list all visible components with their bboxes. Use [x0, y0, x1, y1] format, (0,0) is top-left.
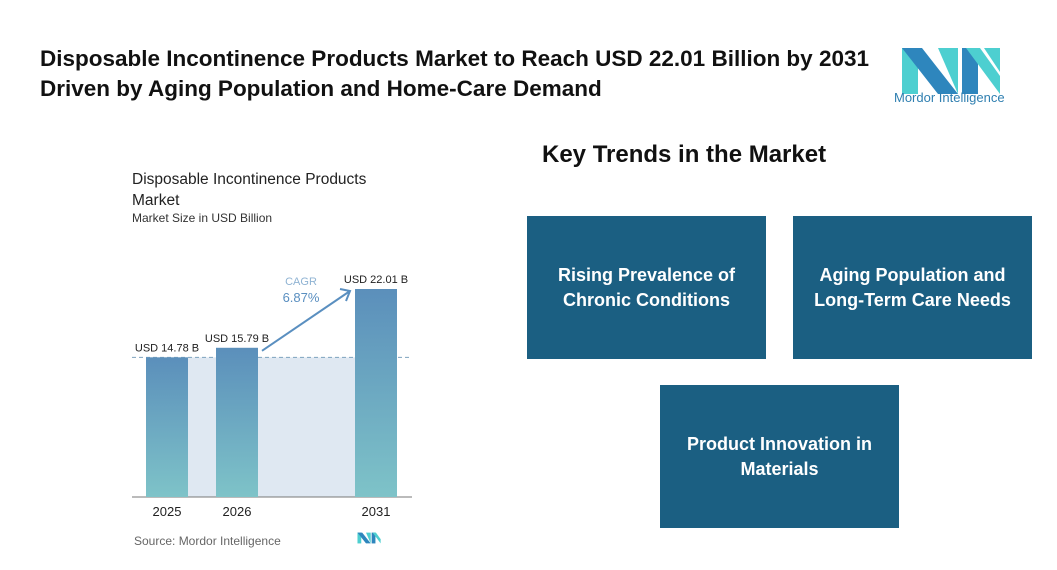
- bar-2031: [355, 289, 397, 497]
- logo-text: Mordor Intelligence: [894, 90, 1005, 105]
- cagr-label: CAGR: [285, 276, 317, 288]
- x-tick-label-2026: 2026: [223, 504, 252, 519]
- cagr-arrowhead: [339, 288, 352, 302]
- page-title: Disposable Incontinence Products Market …: [40, 46, 869, 101]
- x-tick-label-2025: 2025: [153, 504, 182, 519]
- cagr-value: 6.87%: [283, 290, 320, 305]
- data-label-2025: USD 14.78 B: [135, 342, 199, 354]
- chart-subtitle: Market Size in USD Billion: [132, 211, 273, 225]
- bar-2025: [146, 357, 188, 497]
- mordor-logo-icon: [902, 48, 1000, 94]
- data-label-2026: USD 15.79 B: [205, 333, 269, 345]
- trends-heading: Key Trends in the Market: [542, 141, 827, 168]
- bar-2026: [216, 347, 258, 497]
- cagr-arrow: [261, 290, 351, 352]
- data-label-2031: USD 22.01 B: [344, 274, 408, 286]
- trend-card-aging-population: Aging Population and Long-Term Care Need…: [793, 216, 1032, 359]
- chart-source: Source: Mordor Intelligence: [134, 534, 281, 548]
- trend-card-product-innovation: Product Innovation in Materials: [660, 385, 899, 528]
- mordor-small-logo-icon: [357, 532, 381, 544]
- cagr-shade-area: [188, 357, 355, 497]
- x-tick-label-2031: 2031: [362, 504, 391, 519]
- chart-title: Disposable Incontinence Products Market: [132, 171, 367, 209]
- trend-card-chronic-conditions: Rising Prevalence of Chronic Conditions: [527, 216, 766, 359]
